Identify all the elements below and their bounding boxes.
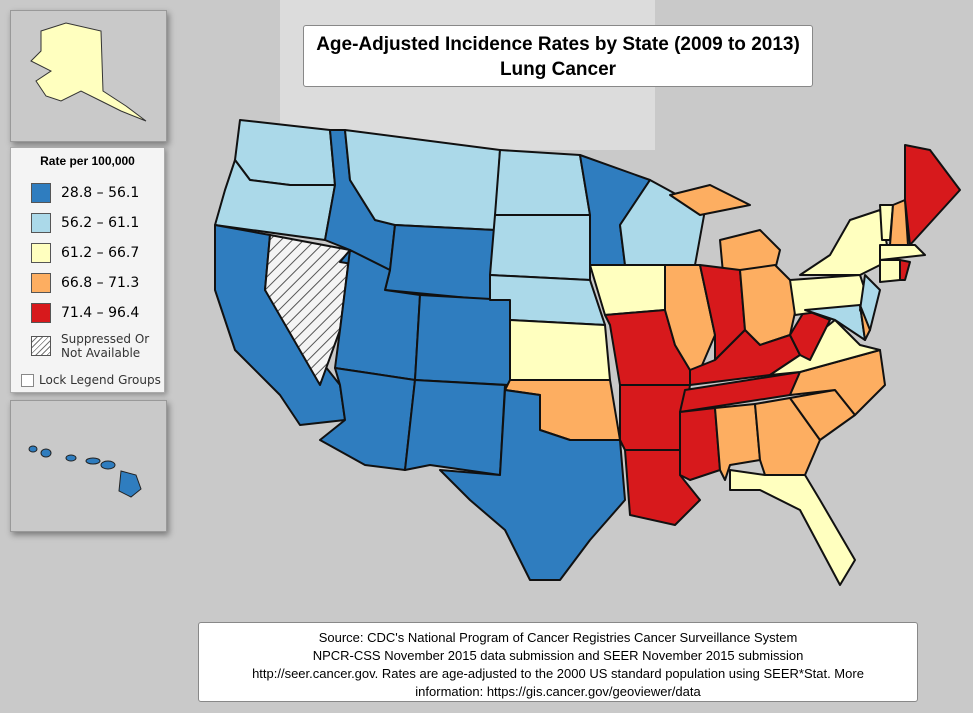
state-CO[interactable]: [414, 294, 511, 386]
state-MA[interactable]: [879, 244, 926, 261]
legend-item[interactable]: 56.2 – 61.1: [11, 208, 164, 238]
suppressed-label: Suppressed Or: [61, 332, 150, 346]
state-AL[interactable]: [714, 403, 761, 481]
source-line-2: NPCR-CSS November 2015 data submission a…: [312, 648, 804, 663]
legend-swatch: [31, 213, 51, 233]
map-title: Age-Adjusted Incidence Rates by State (2…: [303, 25, 813, 87]
legend-item[interactable]: 66.8 – 71.3: [11, 268, 164, 298]
state-CT[interactable]: [879, 259, 901, 283]
legend-title: Rate per 100,000: [40, 154, 135, 168]
source-line-3: http://seer.cancer.gov. Rates are age-ad…: [252, 666, 864, 681]
lock-legend-groups-checkbox[interactable]: Lock Legend Groups: [21, 373, 161, 387]
legend-swatch: [31, 273, 51, 293]
state-MS[interactable]: [679, 407, 721, 481]
state-HI[interactable]: [28, 445, 142, 498]
state-MIU[interactable]: [669, 184, 751, 216]
state-SD[interactable]: [489, 214, 591, 281]
state-WY[interactable]: [384, 224, 496, 301]
state-ME[interactable]: [904, 144, 961, 246]
alaska-inset: [10, 10, 167, 142]
legend-swatch: [31, 183, 51, 203]
legend-label: 66.8 – 71.3: [61, 275, 140, 291]
hawaii-inset: [10, 400, 167, 532]
state-KS[interactable]: [509, 319, 611, 381]
legend-swatch: [31, 243, 51, 263]
not-available-label: Not Available: [61, 346, 141, 360]
legend-swatch: [31, 303, 51, 323]
source-line-4: information: https://gis.cancer.gov/geov…: [415, 684, 701, 699]
state-NM[interactable]: [404, 379, 506, 476]
state-NY[interactable]: [799, 209, 891, 276]
checkbox-icon[interactable]: [21, 373, 34, 387]
legend-item[interactable]: 61.2 – 66.7: [11, 238, 164, 268]
legend-label: 56.2 – 61.1: [61, 215, 140, 231]
state-NV[interactable]: [264, 234, 351, 386]
legend-panel: Rate per 100,000 28.8 – 56.1 56.2 – 61.1 6…: [10, 147, 165, 393]
state-WA[interactable]: [234, 119, 336, 186]
legend-item[interactable]: 28.8 – 56.1: [11, 178, 164, 208]
state-TX[interactable]: [439, 389, 626, 581]
legend-item[interactable]: 71.4 – 96.4: [11, 298, 164, 328]
state-RI[interactable]: [899, 259, 911, 281]
legend-label: 61.2 – 66.7: [61, 245, 140, 261]
title-line-1: Age-Adjusted Incidence Rates by State (2…: [316, 34, 800, 55]
source-line-1: Source: CDC's National Program of Cancer…: [318, 630, 798, 645]
legend-suppressed: Suppressed Or Not Available: [11, 328, 164, 364]
state-FL[interactable]: [729, 469, 856, 586]
state-IA[interactable]: [589, 264, 666, 316]
lock-legend-label: Lock Legend Groups: [39, 373, 161, 387]
state-AK[interactable]: [30, 22, 147, 122]
state-DE[interactable]: [859, 304, 871, 341]
source-note: Source: CDC's National Program of Cancer…: [198, 622, 918, 702]
legend-label: 28.8 – 56.1: [61, 185, 140, 201]
legend-swatch-hatched: [31, 336, 51, 356]
legend-label: 71.4 – 96.4: [61, 305, 140, 321]
state-ND[interactable]: [494, 149, 591, 216]
title-line-2: Lung Cancer: [499, 59, 617, 80]
